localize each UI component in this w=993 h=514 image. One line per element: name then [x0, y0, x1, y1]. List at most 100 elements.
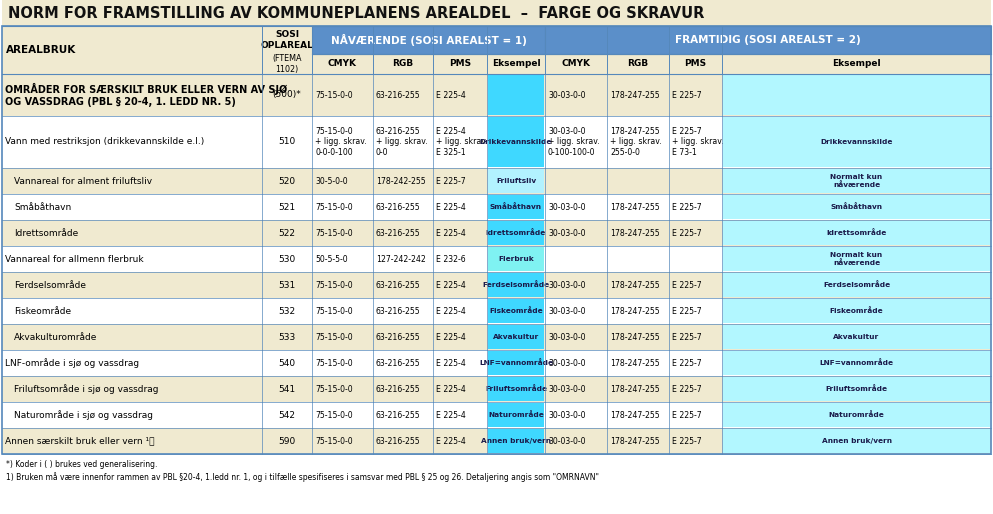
Text: E 225-7: E 225-7	[672, 229, 702, 237]
Text: OMRÅDER FOR SÆRSKILT BRUK ELLER VERN AV SJØ
OG VASSDRAG (PBL § 20-4, 1. LEDD NR.: OMRÅDER FOR SÆRSKILT BRUK ELLER VERN AV …	[5, 83, 287, 107]
Text: 63-216-255: 63-216-255	[376, 90, 421, 100]
Text: 63-216-255: 63-216-255	[376, 229, 421, 237]
Text: Annen særskilt bruk eller vern ¹⧩: Annen særskilt bruk eller vern ¹⧩	[5, 436, 155, 446]
Text: E 232-6: E 232-6	[436, 254, 466, 264]
Bar	[2, 74, 991, 116]
Text: E 225-7: E 225-7	[672, 281, 702, 289]
Text: AREALBRUK: AREALBRUK	[6, 45, 76, 55]
Text: 530: 530	[278, 254, 296, 264]
Text: E 225-7
+ ligg. skrav.
E 73-1: E 225-7 + ligg. skrav. E 73-1	[672, 127, 724, 157]
Text: Normalt kun
nåværende: Normalt kun nåværende	[830, 174, 883, 188]
Text: 520: 520	[278, 176, 296, 186]
Text: 75-15-0-0: 75-15-0-0	[315, 229, 353, 237]
Text: 63-216-255: 63-216-255	[376, 281, 421, 289]
Text: 522: 522	[278, 229, 296, 237]
Text: E 225-4: E 225-4	[436, 281, 466, 289]
Text: 30-03-0-0: 30-03-0-0	[548, 306, 586, 316]
Text: 63-216-255: 63-216-255	[376, 333, 421, 341]
Text: 75-15-0-0: 75-15-0-0	[315, 306, 353, 316]
Bar	[488, 221, 544, 245]
Bar	[723, 75, 990, 115]
Bar	[488, 247, 544, 271]
Bar	[2, 350, 991, 376]
Text: 75-15-0-0: 75-15-0-0	[315, 281, 353, 289]
Text: 30-03-0-0
+ ligg. skrav.
0-100-100-0: 30-03-0-0 + ligg. skrav. 0-100-100-0	[548, 127, 600, 157]
Text: 75-15-0-0: 75-15-0-0	[315, 358, 353, 368]
Text: Ferdselsområde: Ferdselsområde	[823, 282, 890, 288]
Text: 531: 531	[278, 281, 296, 289]
Text: Vann med restriksjon (drikkevannskilde e.l.): Vann med restriksjon (drikkevannskilde e…	[5, 138, 205, 146]
Text: Småbåthavn: Småbåthavn	[830, 204, 883, 210]
Text: 75-15-0-0: 75-15-0-0	[315, 90, 353, 100]
Text: E 225-7: E 225-7	[672, 333, 702, 341]
Text: Annen bruk/vern: Annen bruk/vern	[821, 438, 892, 444]
Text: E 225-4: E 225-4	[436, 229, 466, 237]
Text: 75-15-0-0
+ ligg. skrav.
0-0-0-100: 75-15-0-0 + ligg. skrav. 0-0-0-100	[315, 127, 366, 157]
Text: 63-216-255: 63-216-255	[376, 306, 421, 316]
Bar	[2, 26, 991, 454]
Bar	[488, 403, 544, 427]
Text: Idrettsområde: Idrettsområde	[14, 229, 78, 237]
Text: 178-247-255: 178-247-255	[610, 358, 659, 368]
Text: E 225-7: E 225-7	[436, 176, 466, 186]
Text: E 225-4: E 225-4	[436, 436, 466, 446]
Text: 178-247-255: 178-247-255	[610, 229, 659, 237]
Text: Fiskeområde: Fiskeområde	[14, 306, 71, 316]
Text: 30-03-0-0: 30-03-0-0	[548, 90, 586, 100]
Text: Friluftsområde: Friluftsområde	[825, 386, 888, 393]
Text: Småbåthavn: Småbåthavn	[14, 203, 71, 211]
Text: E 225-4: E 225-4	[436, 333, 466, 341]
Text: 30-5-0-0: 30-5-0-0	[315, 176, 348, 186]
Text: Småbåthavn: Småbåthavn	[490, 204, 542, 210]
Text: 178-247-255: 178-247-255	[610, 306, 659, 316]
Text: 75-15-0-0: 75-15-0-0	[315, 411, 353, 419]
Text: Akvakulturområde: Akvakulturområde	[14, 333, 97, 341]
Bar	[723, 117, 990, 167]
Text: Idrettsområde: Idrettsområde	[826, 230, 887, 236]
Text: Fiskeområde: Fiskeområde	[830, 307, 884, 315]
Bar	[488, 117, 544, 167]
Text: 30-03-0-0: 30-03-0-0	[548, 411, 586, 419]
Text: *) Koder i ( ) brukes ved generalisering.: *) Koder i ( ) brukes ved generalisering…	[6, 460, 157, 469]
Text: PMS: PMS	[684, 60, 707, 68]
Bar	[488, 299, 544, 323]
Text: 63-216-255: 63-216-255	[376, 411, 421, 419]
Bar	[2, 298, 991, 324]
Text: Naturområde: Naturområde	[489, 412, 544, 418]
Text: 521: 521	[278, 203, 296, 211]
Bar	[2, 220, 991, 246]
Bar	[2, 246, 991, 272]
Bar	[488, 429, 544, 453]
Text: 75-15-0-0: 75-15-0-0	[315, 333, 353, 341]
Text: 63-216-255: 63-216-255	[376, 358, 421, 368]
Text: Normalt kun
nåværende: Normalt kun nåværende	[830, 252, 883, 266]
Text: Friluftsområde: Friluftsområde	[485, 386, 547, 393]
Text: 178-247-255
+ ligg. skrav.
255-0-0: 178-247-255 + ligg. skrav. 255-0-0	[610, 127, 661, 157]
Bar	[723, 325, 990, 349]
Text: E 225-4: E 225-4	[436, 411, 466, 419]
Text: E 225-4: E 225-4	[436, 203, 466, 211]
Bar	[2, 324, 991, 350]
Bar	[723, 377, 990, 401]
Text: 1) Bruken må være innenfor rammen av PBL §20-4, 1.ledd nr. 1, og i tilfælle spes: 1) Bruken må være innenfor rammen av PBL…	[6, 472, 599, 482]
Bar	[2, 26, 991, 74]
Text: E 225-4
+ ligg. skrav.
E 325-1: E 225-4 + ligg. skrav. E 325-1	[436, 127, 488, 157]
Text: NORM FOR FRAMSTILLING AV KOMMUNEPLANENS AREALDEL  –  FARGE OG SKRAVUR: NORM FOR FRAMSTILLING AV KOMMUNEPLANENS …	[8, 6, 704, 21]
Text: RGB: RGB	[628, 60, 648, 68]
Text: 178-247-255: 178-247-255	[610, 281, 659, 289]
Text: 30-03-0-0: 30-03-0-0	[548, 229, 586, 237]
Text: LNF=vannområde: LNF=vannområde	[819, 359, 894, 366]
Bar	[312, 26, 545, 54]
Text: Vannareal for allmenn flerbruk: Vannareal for allmenn flerbruk	[5, 254, 144, 264]
Text: E 225-7: E 225-7	[672, 358, 702, 368]
Text: 30-03-0-0: 30-03-0-0	[548, 333, 586, 341]
Text: 30-03-0-0: 30-03-0-0	[548, 203, 586, 211]
Text: 30-03-0-0: 30-03-0-0	[548, 358, 586, 368]
Bar	[488, 325, 544, 349]
Text: Eksempel: Eksempel	[492, 60, 540, 68]
Text: LNF=vannområde: LNF=vannområde	[479, 359, 553, 366]
Text: E 225-7: E 225-7	[672, 90, 702, 100]
Bar	[2, 0, 991, 26]
Text: 63-216-255: 63-216-255	[376, 436, 421, 446]
Text: Idrettsområde: Idrettsområde	[486, 230, 546, 236]
